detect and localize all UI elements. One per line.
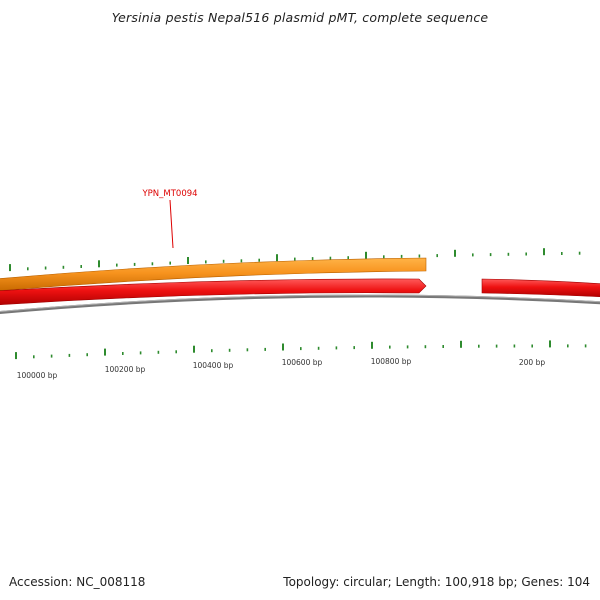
plasmid-backbone-arc-highlight xyxy=(0,294,600,313)
forward-strand-gene-arc[interactable] xyxy=(0,257,427,291)
position-label: 100800 bp xyxy=(371,357,412,366)
position-label: 100400 bp xyxy=(193,361,234,370)
reverse-strand-gene-arc-left[interactable] xyxy=(0,278,427,305)
topology-summary-text: Topology: circular; Length: 100,918 bp; … xyxy=(283,575,590,589)
position-label: 100600 bp xyxy=(282,358,323,367)
plasmid-backbone-arc xyxy=(0,294,600,315)
position-label: 200 bp xyxy=(519,358,545,367)
position-label: 100000 bp xyxy=(17,371,58,380)
accession-text: Accession: NC_008118 xyxy=(9,575,146,589)
gene-label-leader-line xyxy=(169,199,174,249)
inner-tick-marks xyxy=(15,340,587,360)
reverse-strand-gene-arc-right[interactable] xyxy=(481,278,600,298)
position-label: 100200 bp xyxy=(105,365,146,374)
outer-tick-marks xyxy=(9,248,581,272)
gene-label[interactable]: YPN_MT0094 xyxy=(141,189,197,199)
map-title: Yersinia pestis Nepal516 plasmid pMT, co… xyxy=(111,10,489,25)
